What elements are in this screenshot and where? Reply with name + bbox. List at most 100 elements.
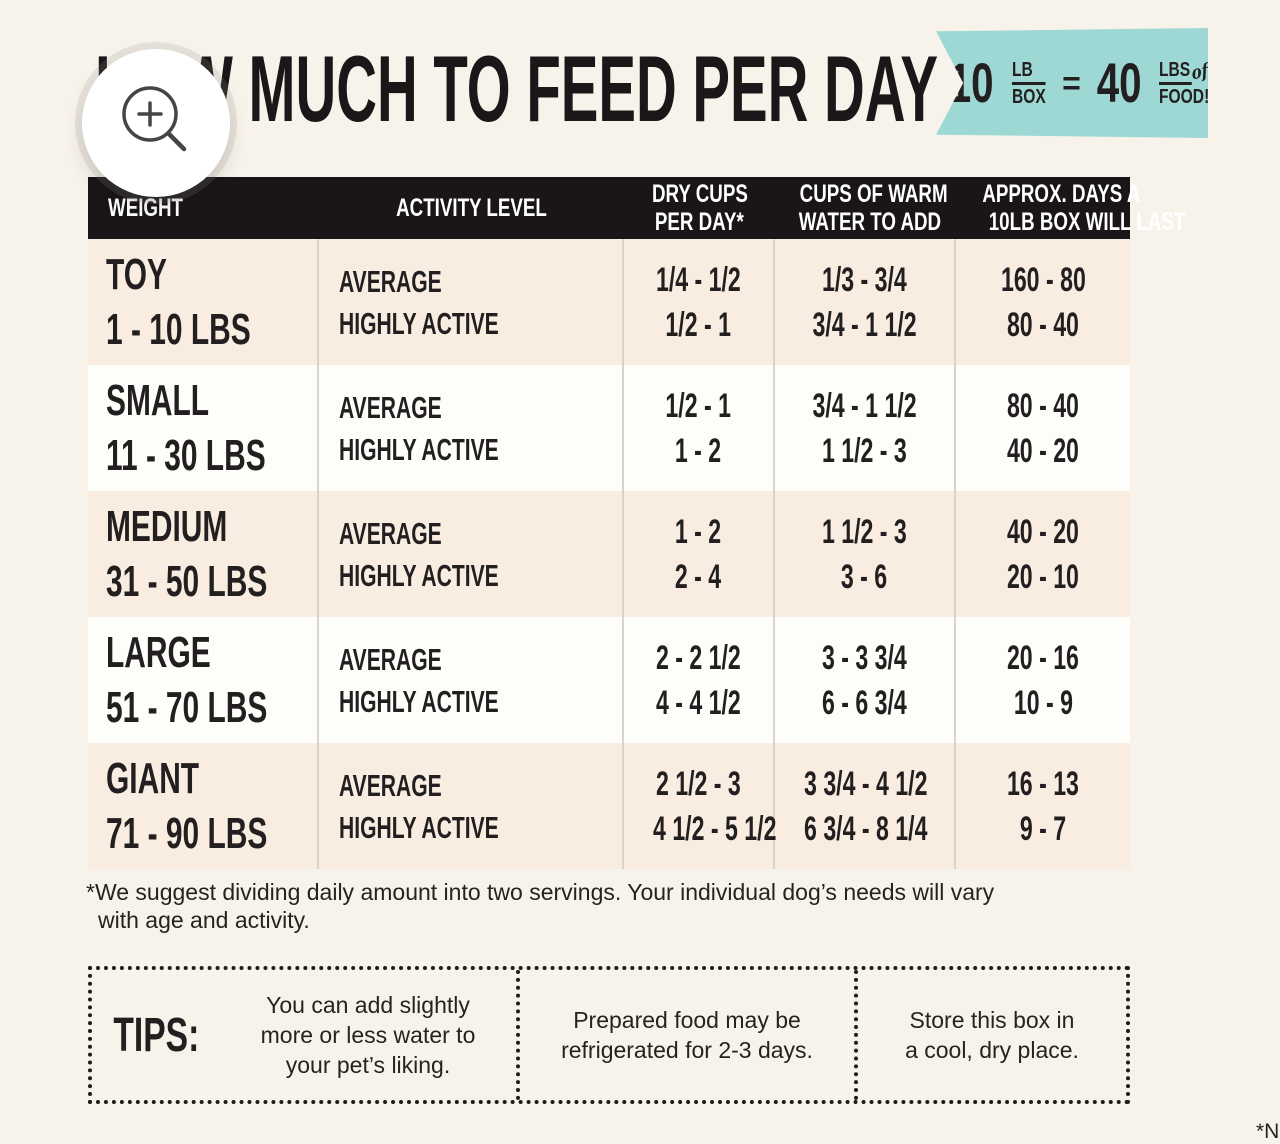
fraction-bar <box>1011 81 1046 85</box>
page-title-text: HOW MUCH TO FEED PER DAY <box>95 36 938 141</box>
dry-cups-cell: 1/2 - 1 1 - 2 <box>624 365 775 491</box>
weight-cell: TOY 1 - 10 LBS <box>88 239 319 365</box>
water-highly-active-value: 3/4 - 1 1/2 <box>812 305 917 344</box>
footnote-line-2: with age and activity. <box>98 907 310 933</box>
days-average-value: 20 - 16 <box>1007 638 1079 677</box>
footnote: *We suggest dividing daily amount into t… <box>86 878 994 934</box>
weight-size-label: SMALL <box>106 375 210 425</box>
activity-cell: AVERAGE HIGHLY ACTIVE <box>319 617 624 743</box>
weight-range-label: 51 - 70 LBS <box>106 682 268 732</box>
water-average-value: 1 1/2 - 3 <box>822 512 907 551</box>
feeding-table: WEIGHT ACTIVITY LEVEL DRY CUPS PER DAY* … <box>88 177 1186 869</box>
days-highly-active-value: 40 - 20 <box>1007 431 1079 470</box>
warm-water-cell: 3 3/4 - 4 1/2 6 3/4 - 8 1/4 <box>775 743 956 869</box>
weight-cell: LARGE 51 - 70 LBS <box>88 617 319 743</box>
water-highly-active-value: 6 3/4 - 8 1/4 <box>804 809 928 848</box>
banner-right-unit-top: LBS <box>1159 58 1191 81</box>
activity-cell: AVERAGE HIGHLY ACTIVE <box>319 239 624 365</box>
activity-average-label: AVERAGE <box>339 641 442 677</box>
table-row-giant: GIANT 71 - 90 LBS AVERAGE HIGHLY ACTIVE … <box>88 743 1130 869</box>
days-cell: 20 - 16 10 - 9 <box>956 617 1130 743</box>
tip-refrigeration: Prepared food may be refrigerated for 2-… <box>516 970 854 1100</box>
banner-left-unit-bottom: BOX <box>1011 85 1046 108</box>
corner-note: *N <box>1256 1120 1280 1143</box>
days-cell: 16 - 13 9 - 7 <box>956 743 1130 869</box>
weight-cell: GIANT 71 - 90 LBS <box>88 743 319 869</box>
dry-cups-cell: 1 - 2 2 - 4 <box>624 491 775 617</box>
page-title: HOW MUCH TO FEED PER DAY <box>95 42 1280 136</box>
dry-cups-cell: 1/4 - 1/2 1/2 - 1 <box>624 239 775 365</box>
water-average-value: 3 3/4 - 4 1/2 <box>804 764 928 803</box>
water-average-value: 3 - 3 3/4 <box>822 638 907 677</box>
cups-average-value: 2 - 2 1/2 <box>656 638 741 677</box>
warm-water-cell: 1 1/2 - 3 3 - 6 <box>775 491 956 617</box>
banner-right-unit-script: of <box>1190 59 1210 84</box>
activity-cell: AVERAGE HIGHLY ACTIVE <box>319 491 624 617</box>
tip-water-amount: You can add slightly more or less water … <box>260 992 476 1078</box>
cups-highly-active-value: 1/2 - 1 <box>665 305 732 344</box>
days-average-value: 80 - 40 <box>1007 386 1079 425</box>
days-highly-active-value: 9 - 7 <box>1019 809 1067 848</box>
days-cell: 40 - 20 20 - 10 <box>956 491 1130 617</box>
activity-cell: AVERAGE HIGHLY ACTIVE <box>319 365 624 491</box>
table-row-toy: TOY 1 - 10 LBS AVERAGE HIGHLY ACTIVE 1/4… <box>88 239 1130 365</box>
banner-left-unit-top: LB <box>1011 58 1033 81</box>
water-highly-active-value: 1 1/2 - 3 <box>822 431 907 470</box>
cups-average-value: 1/2 - 1 <box>665 386 732 425</box>
cups-average-value: 2 1/2 - 3 <box>656 764 741 803</box>
header-warm-water: CUPS OF WARM WATER TO ADD <box>798 180 948 236</box>
weight-cell: MEDIUM 31 - 50 LBS <box>88 491 319 617</box>
header-days-box-lasts: APPROX. DAYS A 10LB BOX WILL LAST <box>982 180 1186 236</box>
table-row-medium: MEDIUM 31 - 50 LBS AVERAGE HIGHLY ACTIVE… <box>88 491 1130 617</box>
banner-left-unit: LB BOX <box>1011 58 1046 108</box>
activity-highly-active-label: HIGHLY ACTIVE <box>339 557 499 593</box>
activity-highly-active-label: HIGHLY ACTIVE <box>339 683 499 719</box>
footnote-line-1: *We suggest dividing daily amount into t… <box>86 879 995 905</box>
activity-average-label: AVERAGE <box>339 515 442 551</box>
header-weight: WEIGHT <box>108 194 183 222</box>
banner-right-unit-bottom: FOOD! <box>1159 85 1210 108</box>
warm-water-cell: 3 - 3 3/4 6 - 6 3/4 <box>775 617 956 743</box>
cups-highly-active-value: 2 - 4 <box>675 557 722 596</box>
days-average-value: 40 - 20 <box>1007 512 1079 551</box>
activity-average-label: AVERAGE <box>339 767 442 803</box>
weight-range-label: 1 - 10 LBS <box>106 304 251 354</box>
activity-highly-active-label: HIGHLY ACTIVE <box>339 809 499 845</box>
weight-size-label: TOY <box>106 249 167 299</box>
table-header-row: WEIGHT ACTIVITY LEVEL DRY CUPS PER DAY* … <box>88 177 1186 239</box>
days-average-value: 16 - 13 <box>1007 764 1079 803</box>
cups-average-value: 1/4 - 1/2 <box>656 260 741 299</box>
zoom-in-icon <box>108 74 204 173</box>
activity-cell: AVERAGE HIGHLY ACTIVE <box>319 743 624 869</box>
tips-box: TIPS: You can add slightly more or less … <box>88 966 1130 1104</box>
days-highly-active-value: 80 - 40 <box>1007 305 1079 344</box>
cups-average-value: 1 - 2 <box>675 512 722 551</box>
tips-label: TIPS: <box>113 1008 199 1062</box>
fraction-bar <box>1159 81 1192 85</box>
dry-cups-cell: 2 - 2 1/2 4 - 4 1/2 <box>624 617 775 743</box>
image-zoom-button[interactable] <box>82 49 230 197</box>
header-dry-cups: DRY CUPS PER DAY* <box>651 180 748 236</box>
water-highly-active-value: 3 - 6 <box>841 557 888 596</box>
water-average-value: 1/3 - 3/4 <box>822 260 907 299</box>
activity-average-label: AVERAGE <box>339 389 442 425</box>
activity-highly-active-label: HIGHLY ACTIVE <box>339 431 499 467</box>
banner-right-unit: LBS of FOOD! <box>1159 58 1210 108</box>
weight-cell: SMALL 11 - 30 LBS <box>88 365 319 491</box>
days-highly-active-value: 10 - 9 <box>1013 683 1073 722</box>
ribbon-banner: 10 LB BOX = 40 LBS of FOOD! <box>936 28 1208 138</box>
cups-highly-active-value: 4 - 4 1/2 <box>656 683 741 722</box>
warm-water-cell: 1/3 - 3/4 3/4 - 1 1/2 <box>775 239 956 365</box>
days-average-value: 160 - 80 <box>1000 260 1086 299</box>
days-cell: 80 - 40 40 - 20 <box>956 365 1130 491</box>
banner-equals: = <box>1062 64 1081 101</box>
weight-range-label: 71 - 90 LBS <box>106 808 268 858</box>
header-activity-level: ACTIVITY LEVEL <box>396 194 547 222</box>
banner-right-value: 40 <box>1096 51 1142 114</box>
weight-size-label: LARGE <box>106 627 211 677</box>
cups-highly-active-value: 1 - 2 <box>675 431 722 470</box>
table-row-large: LARGE 51 - 70 LBS AVERAGE HIGHLY ACTIVE … <box>88 617 1130 743</box>
weight-range-label: 11 - 30 LBS <box>106 430 266 480</box>
weight-range-label: 31 - 50 LBS <box>106 556 268 606</box>
